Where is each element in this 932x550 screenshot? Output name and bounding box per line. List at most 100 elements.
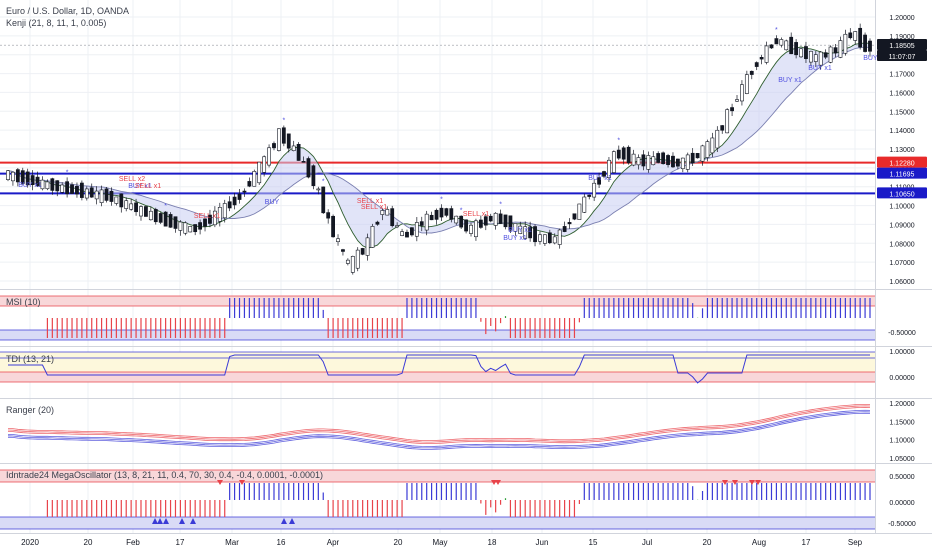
tdi-legend[interactable]: TDI (13, 21) <box>6 354 54 365</box>
ranger-pane[interactable] <box>7 404 871 450</box>
candle-body <box>513 223 518 232</box>
candle <box>375 220 380 226</box>
megaoscillator-label[interactable]: Idntrade24 MegaOscillator (13, 8, 21, 11… <box>6 470 324 480</box>
candle <box>350 255 355 275</box>
candle <box>94 186 99 205</box>
candle-body <box>203 218 207 227</box>
kenji-indicator-label[interactable]: Kenji (21, 8, 11, 1, 0.005) <box>6 18 107 28</box>
ranger-tick-label: 1.05000 <box>889 456 914 463</box>
candle-body <box>410 227 414 236</box>
candle <box>267 144 271 168</box>
candle-body <box>749 70 754 75</box>
kenji-legend[interactable]: Kenji (21, 8, 11, 1, 0.005) <box>6 18 106 29</box>
candle-body <box>794 42 799 56</box>
mega-tick-label: 0.50000 <box>889 474 914 481</box>
candle-body <box>212 210 217 226</box>
candle <box>587 194 592 200</box>
candle <box>341 248 345 256</box>
candle <box>710 132 715 157</box>
candle <box>774 35 779 45</box>
candle-body <box>690 152 695 164</box>
candle <box>464 219 468 234</box>
sell-signal-label: SELL x1 <box>357 198 383 205</box>
buy-signal-label: BUY x1 <box>808 65 832 72</box>
candle-body <box>607 159 611 178</box>
peak-marker: * <box>440 196 443 203</box>
candle-body <box>621 147 626 160</box>
candle-body <box>178 221 183 231</box>
candle-body <box>754 62 759 67</box>
msi-label[interactable]: MSI (10) <box>6 297 41 307</box>
candle-body <box>242 190 247 193</box>
price-tick-label: 1.20000 <box>889 15 914 22</box>
buy-signal-label: BUY x1 <box>503 235 527 242</box>
candle <box>474 218 478 241</box>
candle <box>779 37 784 48</box>
candle <box>277 128 281 152</box>
candle <box>626 145 631 165</box>
peak-marker: * <box>322 178 325 185</box>
peak-marker: * <box>164 203 167 210</box>
candle-body <box>823 52 828 58</box>
candle <box>720 124 725 134</box>
candle-body <box>144 206 148 217</box>
ranger-label[interactable]: Ranger (20) <box>6 405 55 415</box>
time-axis[interactable]: 2020 20 Feb 17 Mar 16 Apr 20 May 18 Jun 15 Jul 20 Aug 1… <box>21 538 863 547</box>
ranger-band-line <box>7 409 871 447</box>
candle-body <box>163 211 168 227</box>
candle-body <box>129 203 134 210</box>
symbol-title[interactable]: Euro / U.S. Dollar, 1D, OANDA <box>6 6 130 16</box>
candle <box>124 197 129 212</box>
candle-body <box>277 128 281 151</box>
ranger-legend[interactable]: Ranger (20) <box>6 405 54 416</box>
price-axis[interactable]: 1.200001.190001.180001.170001.160001.150… <box>877 15 927 528</box>
candle <box>119 193 124 213</box>
mega-sell-triangle <box>239 480 245 485</box>
candle-body <box>828 46 833 63</box>
candle-body <box>153 209 158 223</box>
candle <box>360 247 365 256</box>
candle-body <box>611 151 616 173</box>
megaoscillator-pane[interactable] <box>0 469 875 530</box>
tdi-line <box>8 354 870 384</box>
candle <box>109 187 114 206</box>
msi-pane[interactable] <box>0 295 875 341</box>
candle <box>153 207 158 225</box>
chart-title-legend[interactable]: Euro / U.S. Dollar, 1D, OANDA <box>6 6 129 17</box>
candle-body <box>858 27 863 48</box>
candle <box>552 233 557 245</box>
time-tick-label: 15 <box>589 538 598 547</box>
price-tick-label: 1.07000 <box>889 260 914 267</box>
mega-legend[interactable]: Idntrade24 MegaOscillator (13, 8, 21, 11… <box>6 470 323 481</box>
candle-body <box>355 249 360 269</box>
price-tag-bg <box>877 156 927 168</box>
candle-body <box>400 231 404 236</box>
price-tick-label: 1.08000 <box>889 241 914 248</box>
mega-sell-triangle <box>217 480 223 485</box>
candle <box>129 198 134 211</box>
buy-signal-label: BUY x1 <box>128 183 152 190</box>
candle-body <box>675 158 680 167</box>
candle <box>188 225 193 233</box>
tdi-label[interactable]: TDI (13, 21) <box>6 354 55 364</box>
candle-body <box>326 212 331 219</box>
candle <box>646 151 651 173</box>
candle <box>144 206 148 217</box>
candle <box>656 151 661 164</box>
candle <box>695 152 700 159</box>
kenji-fast-line <box>7 42 871 249</box>
candle-body <box>390 208 395 227</box>
indicator-pane-backgrounds <box>0 0 932 534</box>
candle-body <box>744 74 749 94</box>
msi-legend[interactable]: MSI (10) <box>6 297 41 308</box>
candle-body <box>208 214 212 224</box>
time-tick-label: May <box>432 538 447 547</box>
candle-body <box>759 57 764 60</box>
ranger-tick-label: 1.20000 <box>889 401 914 408</box>
candle <box>242 188 247 197</box>
candle <box>671 152 675 168</box>
tdi-pane[interactable] <box>0 351 875 384</box>
ranger-tick-label: 1.15000 <box>889 419 914 426</box>
